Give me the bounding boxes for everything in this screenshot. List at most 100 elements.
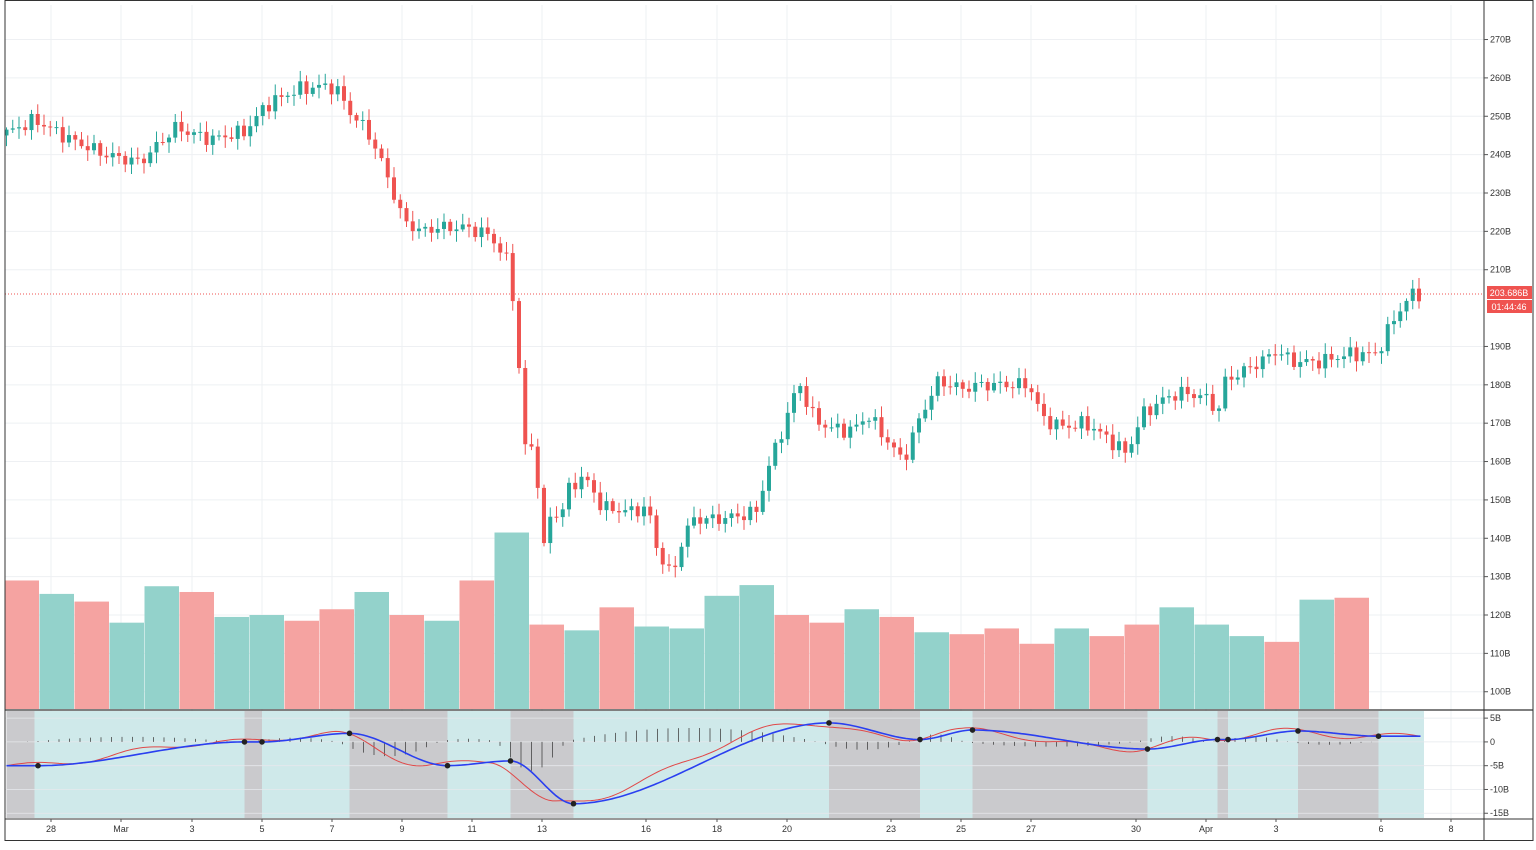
- candle-body: [417, 228, 421, 232]
- candle-body: [117, 153, 121, 156]
- candle-body: [179, 121, 184, 132]
- volume-bar: [949, 634, 984, 709]
- candle-body: [235, 125, 240, 139]
- candle-body: [448, 221, 453, 232]
- regime-band: [262, 711, 350, 818]
- candle-body: [1235, 377, 1240, 380]
- candle-body: [1029, 388, 1034, 393]
- cross-marker: [826, 720, 832, 726]
- candle-body: [773, 442, 778, 466]
- candle-body: [792, 393, 796, 413]
- candle-body: [485, 227, 490, 234]
- time-tick-label: Mar: [113, 824, 129, 834]
- price-tick-label: 250B: [1490, 111, 1511, 121]
- candle-body: [1373, 352, 1378, 354]
- candle-body: [960, 382, 965, 389]
- volume-bar: [669, 628, 704, 709]
- candle-body: [1148, 406, 1153, 416]
- candle-body: [98, 143, 103, 156]
- candle-body: [467, 224, 471, 227]
- candle-body: [1185, 386, 1190, 395]
- candle-body: [298, 81, 303, 95]
- candle-body: [60, 127, 65, 143]
- candle-body: [523, 368, 528, 445]
- candle-body: [985, 381, 990, 391]
- volume-bar: [1264, 641, 1299, 709]
- candle-body: [1404, 300, 1409, 312]
- regime-band: [244, 711, 262, 818]
- time-axis[interactable]: 28 Mar 3 5 7 9 11 13 16 18 20 23 25 27 30 Apr 3 6 8: [46, 819, 1454, 834]
- candle-body: [1304, 359, 1309, 363]
- volume-bar: [529, 624, 564, 709]
- cross-marker: [241, 739, 248, 745]
- candle-body: [310, 87, 315, 94]
- volume-bar: [984, 628, 1019, 709]
- candle-body: [917, 418, 921, 433]
- last-price-tag: [1487, 286, 1532, 299]
- time-tick-label: 5: [259, 824, 264, 834]
- candle-body: [442, 221, 446, 229]
- candle-body: [1035, 392, 1040, 404]
- cross-marker: [444, 762, 451, 769]
- time-tick-label: 7: [329, 824, 334, 834]
- cross-marker: [570, 800, 577, 807]
- candle-body: [1317, 360, 1321, 369]
- volume-bar: [1194, 624, 1229, 709]
- candle-body: [967, 388, 971, 392]
- candle-body: [723, 518, 728, 524]
- volume-bar: [564, 630, 599, 709]
- candle-body: [260, 105, 265, 117]
- last-price-label: 203.686B 01:44:46: [1487, 286, 1532, 313]
- price-axis[interactable]: 270B 260B 250B 240B 230B 220B 210B 190B 180B 170B…: [1484, 35, 1511, 697]
- time-tick-label: 13: [537, 824, 547, 834]
- candle-body: [1054, 419, 1059, 430]
- candle-body: [860, 421, 865, 425]
- time-tick-label: 23: [886, 824, 896, 834]
- candle-body: [135, 157, 140, 159]
- candle-body: [385, 158, 390, 178]
- volume-bar: [809, 622, 844, 709]
- candle-body: [210, 135, 215, 145]
- volume-bar: [844, 609, 879, 709]
- candle-body: [567, 482, 571, 510]
- volume-bar: [599, 607, 634, 709]
- candle-body: [517, 301, 521, 369]
- indicator-tick-label: -5B: [1490, 761, 1504, 771]
- candle-body: [1060, 419, 1065, 426]
- candle-body: [292, 94, 296, 96]
- candle-body: [1173, 396, 1178, 401]
- candle-body: [992, 382, 996, 391]
- candle-body: [285, 95, 290, 97]
- volume-bar: [1054, 628, 1089, 709]
- candle-body: [1285, 352, 1290, 355]
- candle-body: [1210, 393, 1215, 411]
- candle-body: [1048, 416, 1053, 430]
- candle-body: [973, 382, 978, 392]
- time-tick-label: 3: [1273, 824, 1278, 834]
- candle-body: [17, 127, 21, 129]
- regime-band: [1147, 711, 1218, 818]
- volume-bar: [494, 532, 529, 709]
- regime-band: [972, 711, 1148, 818]
- price-tick-label: 230B: [1490, 188, 1511, 198]
- candle-body: [248, 126, 253, 137]
- candle-body: [635, 506, 640, 517]
- indicator-axis[interactable]: 5B 0 -5B -10B -15B: [1484, 713, 1509, 818]
- cross-marker: [917, 736, 923, 743]
- candle-body: [242, 125, 246, 137]
- price-tick-label: 170B: [1490, 418, 1511, 428]
- candle-body: [504, 252, 509, 254]
- candle-body: [754, 506, 759, 512]
- candle-body: [998, 381, 1003, 383]
- candle-body: [542, 487, 546, 544]
- volume-bars: [5, 532, 1369, 709]
- candle-body: [1067, 425, 1071, 428]
- candle-body: [67, 135, 71, 143]
- candle-body: [1160, 397, 1165, 404]
- volume-bar: [5, 580, 39, 709]
- cross-marker: [1144, 746, 1151, 752]
- candle-body: [329, 83, 334, 95]
- candle-body: [679, 546, 684, 568]
